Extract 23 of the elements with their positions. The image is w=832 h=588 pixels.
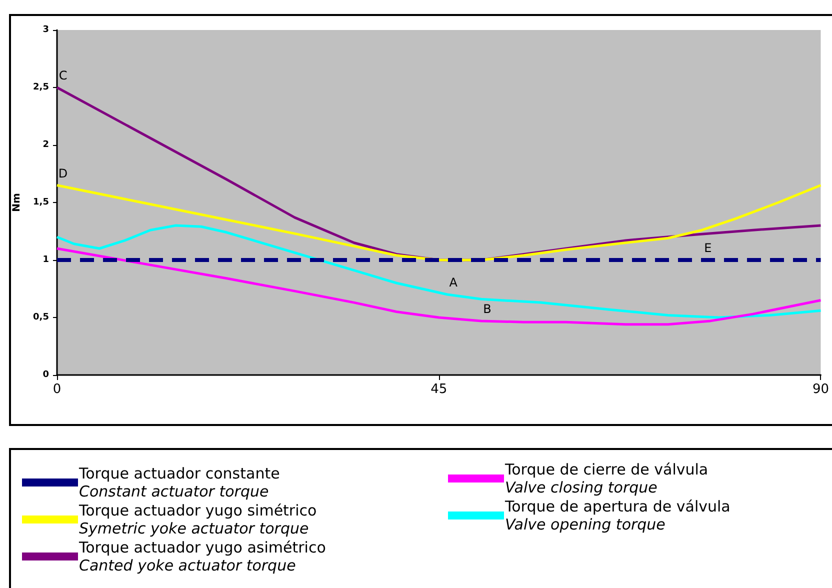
- y-axis-title: Nm: [12, 193, 23, 212]
- legend-label: Torque de cierre de válvula Valve closing torque: [504, 460, 708, 496]
- y-tick-label: 3: [42, 25, 49, 35]
- y-tick-label: 2: [42, 140, 49, 150]
- legend-label: Torque actuador yugo simétrico Symetric yoke actuator torque: [78, 502, 317, 538]
- legend-label: Torque actuador yugo asimétrico Canted yoke actuator torque: [78, 538, 326, 574]
- annotation: B: [483, 302, 492, 316]
- annotation: C: [58, 68, 68, 82]
- y-tick-label: 0: [42, 370, 49, 380]
- annotation: E: [704, 241, 712, 255]
- annotation: D: [58, 166, 68, 180]
- legend-label: Torque de apertura de válvula Valve opening torque: [504, 498, 730, 534]
- line-series: [56, 184, 822, 262]
- x-tick-label: 0: [52, 382, 62, 397]
- x-tick-label: 45: [430, 382, 448, 397]
- legend-label: Torque actuador constante Constant actuator torque: [78, 464, 280, 500]
- line-series: [56, 224, 822, 319]
- y-tick-label: 0,5: [33, 312, 49, 322]
- y-tick-label: 1,5: [33, 198, 49, 208]
- y-tick-label: 1: [42, 255, 49, 265]
- annotation: A: [449, 276, 458, 290]
- x-tick-label: 90: [812, 382, 829, 397]
- y-tick-label: 2,5: [33, 82, 49, 92]
